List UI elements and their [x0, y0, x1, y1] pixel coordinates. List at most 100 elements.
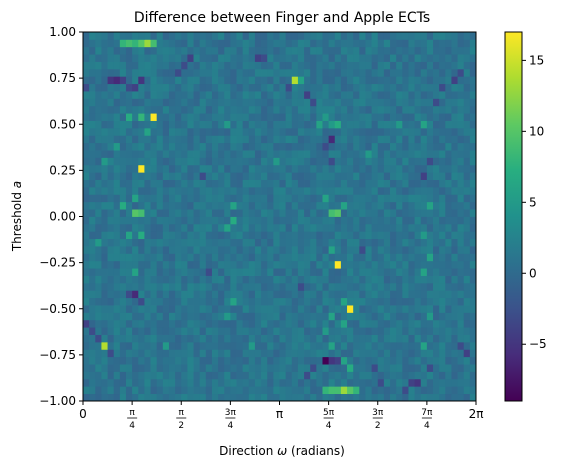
heatmap-cell: [285, 61, 293, 70]
heatmap-cell: [316, 312, 323, 321]
heatmap-cell: [95, 46, 102, 55]
heatmap-cell: [420, 364, 428, 372]
heatmap-cell: [175, 164, 182, 173]
heatmap-cell: [322, 135, 330, 144]
heatmap-cell: [408, 312, 415, 321]
heatmap-cell: [168, 186, 176, 195]
heatmap-cell: [285, 54, 293, 62]
heatmap-cell: [334, 216, 342, 225]
heatmap-cell: [347, 91, 354, 99]
heatmap-cell: [83, 319, 90, 328]
heatmap-cell: [439, 290, 446, 299]
heatmap-cell: [205, 349, 213, 358]
heatmap-cell: [211, 142, 219, 151]
heatmap-cell: [390, 305, 397, 313]
heatmap-cell: [156, 201, 164, 210]
heatmap-cell: [304, 39, 311, 48]
heatmap-cell: [248, 260, 256, 269]
x-tick-numerator: 5π: [323, 408, 335, 418]
heatmap-cell: [353, 201, 360, 210]
heatmap-cell: [168, 341, 176, 350]
heatmap-cell: [285, 39, 293, 48]
heatmap-cell: [95, 231, 102, 240]
heatmap-cell: [168, 142, 176, 151]
heatmap-cell: [396, 113, 403, 121]
heatmap-cell: [291, 319, 299, 328]
heatmap-cell: [371, 179, 379, 188]
heatmap-cell: [279, 39, 287, 48]
heatmap-cell: [353, 393, 360, 402]
heatmap-cell: [236, 150, 244, 158]
heatmap-cell: [261, 268, 268, 276]
heatmap-cell: [463, 150, 471, 158]
heatmap-cell: [224, 356, 231, 365]
heatmap-cell: [187, 179, 194, 188]
heatmap-cell: [322, 386, 330, 395]
heatmap-cell: [402, 319, 409, 328]
heatmap-cell: [242, 68, 250, 77]
heatmap-cell: [365, 39, 373, 48]
heatmap-cell: [420, 127, 428, 136]
heatmap-cell: [402, 297, 409, 306]
heatmap-cell: [347, 172, 354, 180]
heatmap-cell: [322, 83, 330, 92]
heatmap-cell: [383, 371, 391, 380]
heatmap-cell: [297, 127, 305, 136]
heatmap-cell: [150, 76, 158, 85]
heatmap-cell: [353, 61, 360, 70]
heatmap-cell: [359, 150, 366, 158]
heatmap-cell: [156, 179, 164, 188]
heatmap-cell: [132, 98, 139, 107]
heatmap-cell: [144, 393, 151, 402]
heatmap-cell: [205, 179, 213, 188]
heatmap-cell: [328, 290, 336, 299]
heatmap-cell: [175, 127, 182, 136]
heatmap-cell: [193, 186, 201, 195]
heatmap-cell: [242, 253, 250, 262]
heatmap-cell: [89, 216, 96, 225]
heatmap-cell: [101, 319, 108, 328]
heatmap-cell: [242, 349, 250, 358]
heatmap-cell: [396, 32, 403, 40]
heatmap-cell: [83, 39, 90, 48]
heatmap-cell: [420, 142, 428, 151]
heatmap-cell: [426, 238, 434, 247]
heatmap-cell: [279, 201, 287, 210]
heatmap-cell: [162, 32, 170, 40]
heatmap-cell: [248, 127, 256, 136]
heatmap-cell: [291, 172, 299, 180]
heatmap-cell: [162, 127, 170, 136]
heatmap-cell: [187, 378, 194, 387]
heatmap-cell: [89, 39, 96, 48]
heatmap-cell: [242, 238, 250, 247]
heatmap-cell: [156, 76, 164, 85]
heatmap-cell: [150, 83, 158, 92]
heatmap-cell: [119, 209, 127, 217]
x-axis-label: Direction ω (radians): [219, 444, 345, 458]
heatmap-cell: [224, 349, 231, 358]
heatmap-cell: [156, 68, 164, 77]
heatmap-cell: [285, 142, 293, 151]
heatmap-cell: [248, 91, 256, 99]
heatmap-cell: [383, 253, 391, 262]
heatmap-cell: [297, 209, 305, 217]
heatmap-cell: [205, 319, 213, 328]
heatmap-cell: [205, 246, 213, 254]
heatmap-cell: [211, 231, 219, 240]
heatmap-cell: [248, 120, 256, 129]
colorbar-tick-label: 15: [529, 53, 544, 67]
heatmap-cell: [138, 61, 145, 70]
heatmap-cell: [469, 150, 477, 158]
heatmap-cell: [433, 157, 440, 166]
heatmap-cell: [125, 142, 133, 151]
heatmap-cell: [273, 282, 280, 291]
heatmap-cell: [175, 341, 182, 350]
heatmap-cell: [254, 231, 262, 240]
heatmap-cell: [328, 297, 336, 306]
heatmap-cell: [445, 327, 452, 335]
heatmap-cell: [132, 142, 139, 151]
heatmap-cell: [101, 164, 108, 173]
heatmap-cell: [279, 150, 287, 158]
heatmap-cell: [248, 113, 256, 121]
heatmap-cell: [426, 216, 434, 225]
